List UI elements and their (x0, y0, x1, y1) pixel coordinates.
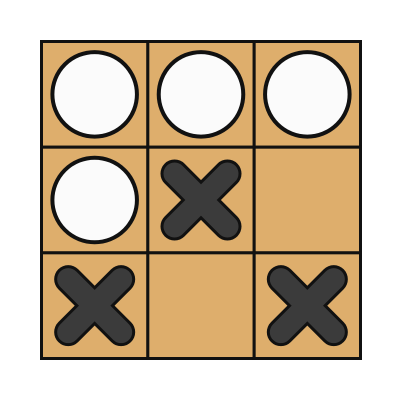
board-cell-r2-c1[interactable] (146, 251, 256, 360)
board-svg (40, 40, 362, 360)
white-stone-icon (50, 155, 139, 245)
white-stone-icon (263, 50, 352, 139)
game-board (40, 40, 362, 360)
black-cross-icon (266, 265, 348, 347)
board-cell-r1-c2[interactable] (252, 145, 362, 255)
black-cross-icon (54, 265, 136, 347)
white-stone-icon (50, 50, 139, 139)
black-cross-icon (160, 159, 242, 241)
white-stone-icon (156, 50, 246, 139)
